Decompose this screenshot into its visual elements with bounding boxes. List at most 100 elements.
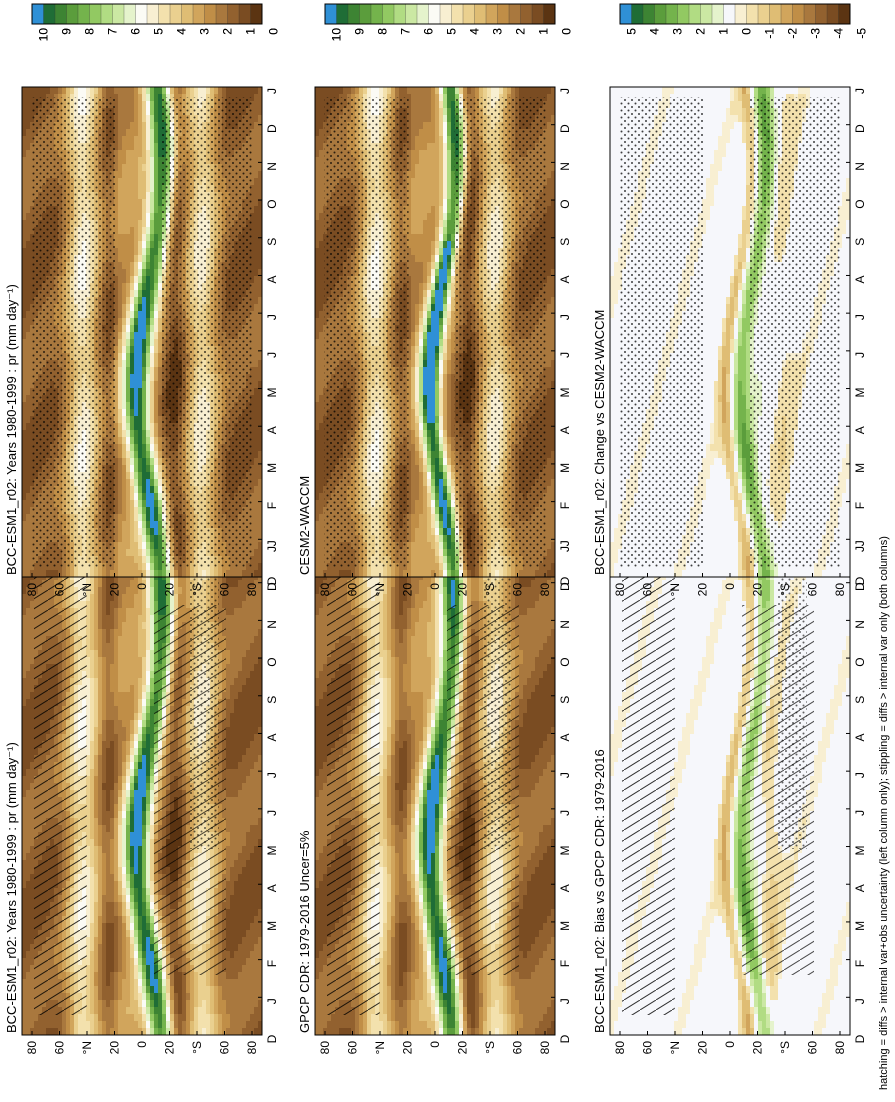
heatmap-cell (146, 986, 150, 993)
heatmap-cell (30, 636, 34, 643)
heatmap-cell (146, 958, 150, 965)
heatmap-cell (90, 965, 94, 972)
heatmap-cell (246, 692, 250, 699)
heatmap-cell (254, 958, 258, 965)
heatmap-cell (238, 839, 242, 846)
heatmap-cell (323, 762, 327, 769)
heatmap-cell (30, 1014, 34, 1021)
heatmap-cell (242, 818, 246, 825)
heatmap-cell (146, 657, 150, 664)
heatmap-cell (323, 643, 327, 650)
heatmap-cell (138, 1014, 142, 1021)
heatmap-cell (238, 713, 242, 720)
heatmap-cell (142, 678, 146, 685)
heatmap-cell (343, 1021, 347, 1028)
heatmap-cell (138, 1007, 142, 1014)
heatmap-cell (158, 1014, 162, 1021)
heatmap-cell (142, 944, 146, 951)
heatmap-cell (90, 1000, 94, 1007)
heatmap-cell (226, 909, 230, 916)
heatmap-cell (130, 839, 134, 846)
heatmap-cell (230, 1000, 234, 1007)
heatmap-cell (246, 951, 250, 958)
heatmap-cell (234, 993, 238, 1000)
heatmap-cell (90, 853, 94, 860)
heatmap-cell (126, 825, 130, 832)
heatmap-cell (315, 755, 319, 762)
heatmap-cell (250, 769, 254, 776)
heatmap-cell (315, 629, 319, 636)
heatmap-cell (182, 1007, 186, 1014)
heatmap-cell (90, 741, 94, 748)
heatmap-cell (254, 888, 258, 895)
heatmap-cell (218, 1014, 222, 1021)
heatmap-cell (254, 664, 258, 671)
heatmap-cell (138, 643, 142, 650)
heatmap-cell (254, 818, 258, 825)
heatmap-cell (126, 909, 130, 916)
heatmap-cell (94, 678, 98, 685)
heatmap-cell (26, 909, 30, 916)
heatmap-cell (126, 958, 130, 965)
heatmap-cell (102, 587, 106, 594)
heatmap-cell (158, 1021, 162, 1028)
heatmap-cell (150, 783, 154, 790)
heatmap-cell (110, 811, 114, 818)
heatmap-cell (94, 671, 98, 678)
heatmap-cell (106, 972, 110, 979)
heatmap-cell (26, 993, 30, 1000)
heatmap-cell (102, 608, 106, 615)
heatmap-cell (315, 916, 319, 923)
heatmap-cell (226, 825, 230, 832)
heatmap-cell (98, 937, 102, 944)
heatmap-cell (315, 636, 319, 643)
heatmap-cell (323, 601, 327, 608)
heatmap-cell (150, 958, 154, 965)
heatmap-cell (323, 958, 327, 965)
heatmap-cell (230, 972, 234, 979)
heatmap-cell (110, 629, 114, 636)
heatmap-cell (238, 783, 242, 790)
heatmap-cell (94, 706, 98, 713)
heatmap-cell (138, 972, 142, 979)
heatmap-cell (150, 1007, 154, 1014)
heatmap-cell (142, 818, 146, 825)
heatmap-cell (26, 678, 30, 685)
heatmap-cell (134, 706, 138, 713)
heatmap-cell (250, 944, 254, 951)
heatmap-cell (126, 755, 130, 762)
heatmap-cell (134, 874, 138, 881)
heatmap-cell (238, 587, 242, 594)
heatmap-cell (254, 762, 258, 769)
heatmap-cell (22, 832, 26, 839)
heatmap-cell (315, 860, 319, 867)
heatmap-cell (110, 664, 114, 671)
heatmap-cell (190, 979, 194, 986)
heatmap-cell (222, 1000, 226, 1007)
heatmap-cell (254, 1000, 258, 1007)
heatmap-cell (146, 1007, 150, 1014)
heatmap-cell (319, 909, 323, 916)
heatmap-cell (226, 615, 230, 622)
heatmap-cell (319, 1021, 323, 1028)
heatmap-cell (118, 776, 122, 783)
heatmap-cell (319, 797, 323, 804)
heatmap-cell (22, 622, 26, 629)
heatmap-cell (234, 1021, 238, 1028)
heatmap-cell (323, 930, 327, 937)
heatmap-cell (246, 909, 250, 916)
heatmap-cell (250, 671, 254, 678)
heatmap-cell (130, 909, 134, 916)
heatmap-cell (90, 867, 94, 874)
heatmap-cell (242, 979, 246, 986)
heatmap-cell (126, 587, 130, 594)
heatmap-cell (90, 727, 94, 734)
heatmap-cell (174, 1028, 178, 1035)
heatmap-cell (254, 811, 258, 818)
heatmap-cell (126, 657, 130, 664)
heatmap-cell (118, 902, 122, 909)
heatmap-cell (94, 944, 98, 951)
heatmap-cell (126, 1021, 130, 1028)
heatmap-cell (323, 1000, 327, 1007)
heatmap-cell (146, 1000, 150, 1007)
